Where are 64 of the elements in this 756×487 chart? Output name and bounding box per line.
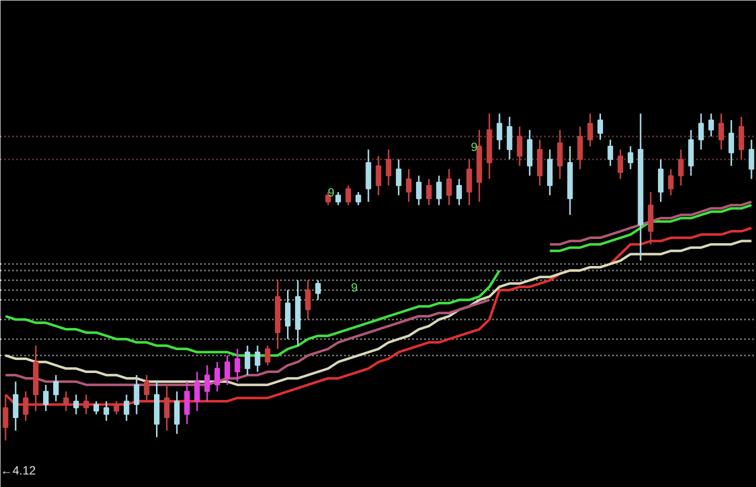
- candlestick: [345, 184, 352, 206]
- candlestick: [315, 280, 321, 301]
- candlestick: [406, 168, 412, 203]
- candlestick: [466, 158, 472, 206]
- candlestick: [174, 390, 180, 435]
- candlestick: [335, 191, 341, 206]
- candlestick: [224, 354, 230, 386]
- annotation: 9: [350, 280, 358, 294]
- candlestick: [698, 112, 704, 150]
- candlestick: [43, 384, 49, 412]
- candlestick: [386, 148, 392, 186]
- candlestick: [587, 112, 593, 148]
- candlestick: [254, 344, 260, 373]
- candlestick: [285, 289, 291, 340]
- candlestick: [124, 394, 130, 422]
- candlestick: [234, 348, 240, 382]
- candlestick: [456, 178, 462, 206]
- candlestick: [557, 129, 563, 180]
- candlestick: [708, 112, 714, 138]
- candlestick: [104, 400, 110, 422]
- text: ←4.12: [0, 464, 36, 478]
- candlestick: [53, 374, 59, 402]
- candlestick: [718, 112, 724, 150]
- candlestick: [668, 168, 674, 196]
- candlestick: [446, 168, 452, 206]
- candlestick: [93, 400, 100, 416]
- candlestick: [2, 394, 8, 442]
- candlestick: [144, 374, 150, 402]
- candlestick: [678, 148, 684, 186]
- candlestick: [194, 371, 200, 412]
- candlestick: [356, 191, 362, 206]
- annotation: 9: [470, 140, 478, 154]
- candlestick: [658, 158, 664, 203]
- candlestick: [12, 380, 18, 432]
- candlestick: [618, 148, 624, 180]
- candlestick: [496, 112, 502, 150]
- candlestick: [628, 146, 634, 170]
- candlestick: [264, 344, 270, 366]
- candlestick: [416, 174, 422, 206]
- candlestick: [728, 119, 734, 167]
- candlestick: [73, 394, 79, 416]
- candlestick: [516, 126, 522, 167]
- candlestick: [305, 280, 311, 320]
- candlestick: [738, 116, 744, 160]
- candlestick: [748, 138, 754, 180]
- candlestick: [22, 390, 28, 422]
- candlestick: [396, 158, 402, 196]
- candlestick: [597, 112, 604, 140]
- candlestick: [164, 384, 170, 432]
- candlestick: [63, 390, 69, 412]
- candlestick: [184, 380, 190, 425]
- candlestick: [134, 374, 140, 416]
- candlestick: [83, 394, 89, 416]
- candlestick: [608, 138, 614, 167]
- candlestick: [577, 126, 583, 170]
- candlestick: [436, 174, 442, 206]
- annotation: 9: [328, 186, 335, 200]
- candlestick: [244, 344, 250, 376]
- candlestick: [426, 178, 432, 206]
- candlestick: [204, 364, 210, 402]
- candlestick: [214, 361, 220, 392]
- candlestick: [114, 400, 120, 416]
- candlestick: [376, 155, 382, 196]
- candlestick: [506, 116, 512, 160]
